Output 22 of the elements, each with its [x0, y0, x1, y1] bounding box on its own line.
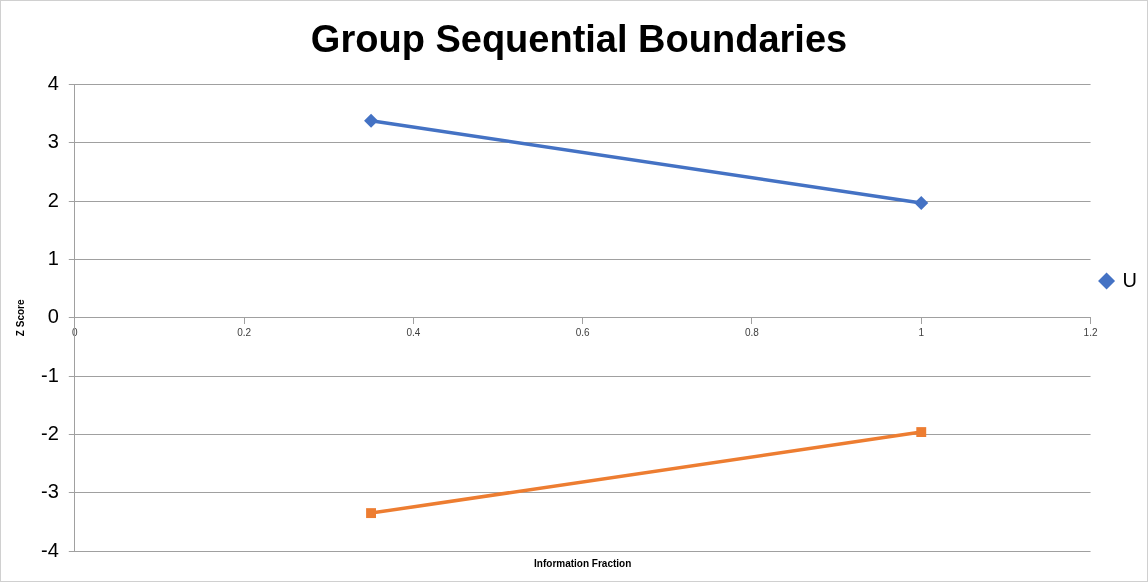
- y-tick-label: 3: [47, 130, 59, 153]
- x-tick-label: 0.2: [237, 326, 252, 338]
- x-tick-label: 0.4: [406, 326, 421, 338]
- point: [366, 508, 376, 519]
- y-axis-title: Z Score: [14, 299, 26, 337]
- x-tick-label: 1: [918, 326, 925, 338]
- y-tick-label: 2: [47, 188, 59, 211]
- y-tick-label: 4: [47, 72, 59, 95]
- x-tick-label: 0.8: [745, 326, 760, 338]
- legend-label: U: [1122, 268, 1138, 291]
- x-tick-label: 1.2: [1083, 326, 1098, 338]
- y-tick-label: -2: [40, 421, 59, 444]
- point: [916, 427, 927, 438]
- x-tick-label: 0.6: [575, 326, 591, 338]
- y-tick-label: -1: [40, 363, 59, 386]
- y-tick-label: -3: [40, 480, 59, 503]
- point: [364, 113, 379, 128]
- point: [914, 195, 929, 210]
- x-axis-title: Information Fraction: [534, 557, 632, 569]
- y-tick-label: -4: [40, 538, 59, 561]
- y-tick-label: 1: [47, 247, 59, 270]
- chart-title: Group Sequential Boundaries: [310, 18, 848, 61]
